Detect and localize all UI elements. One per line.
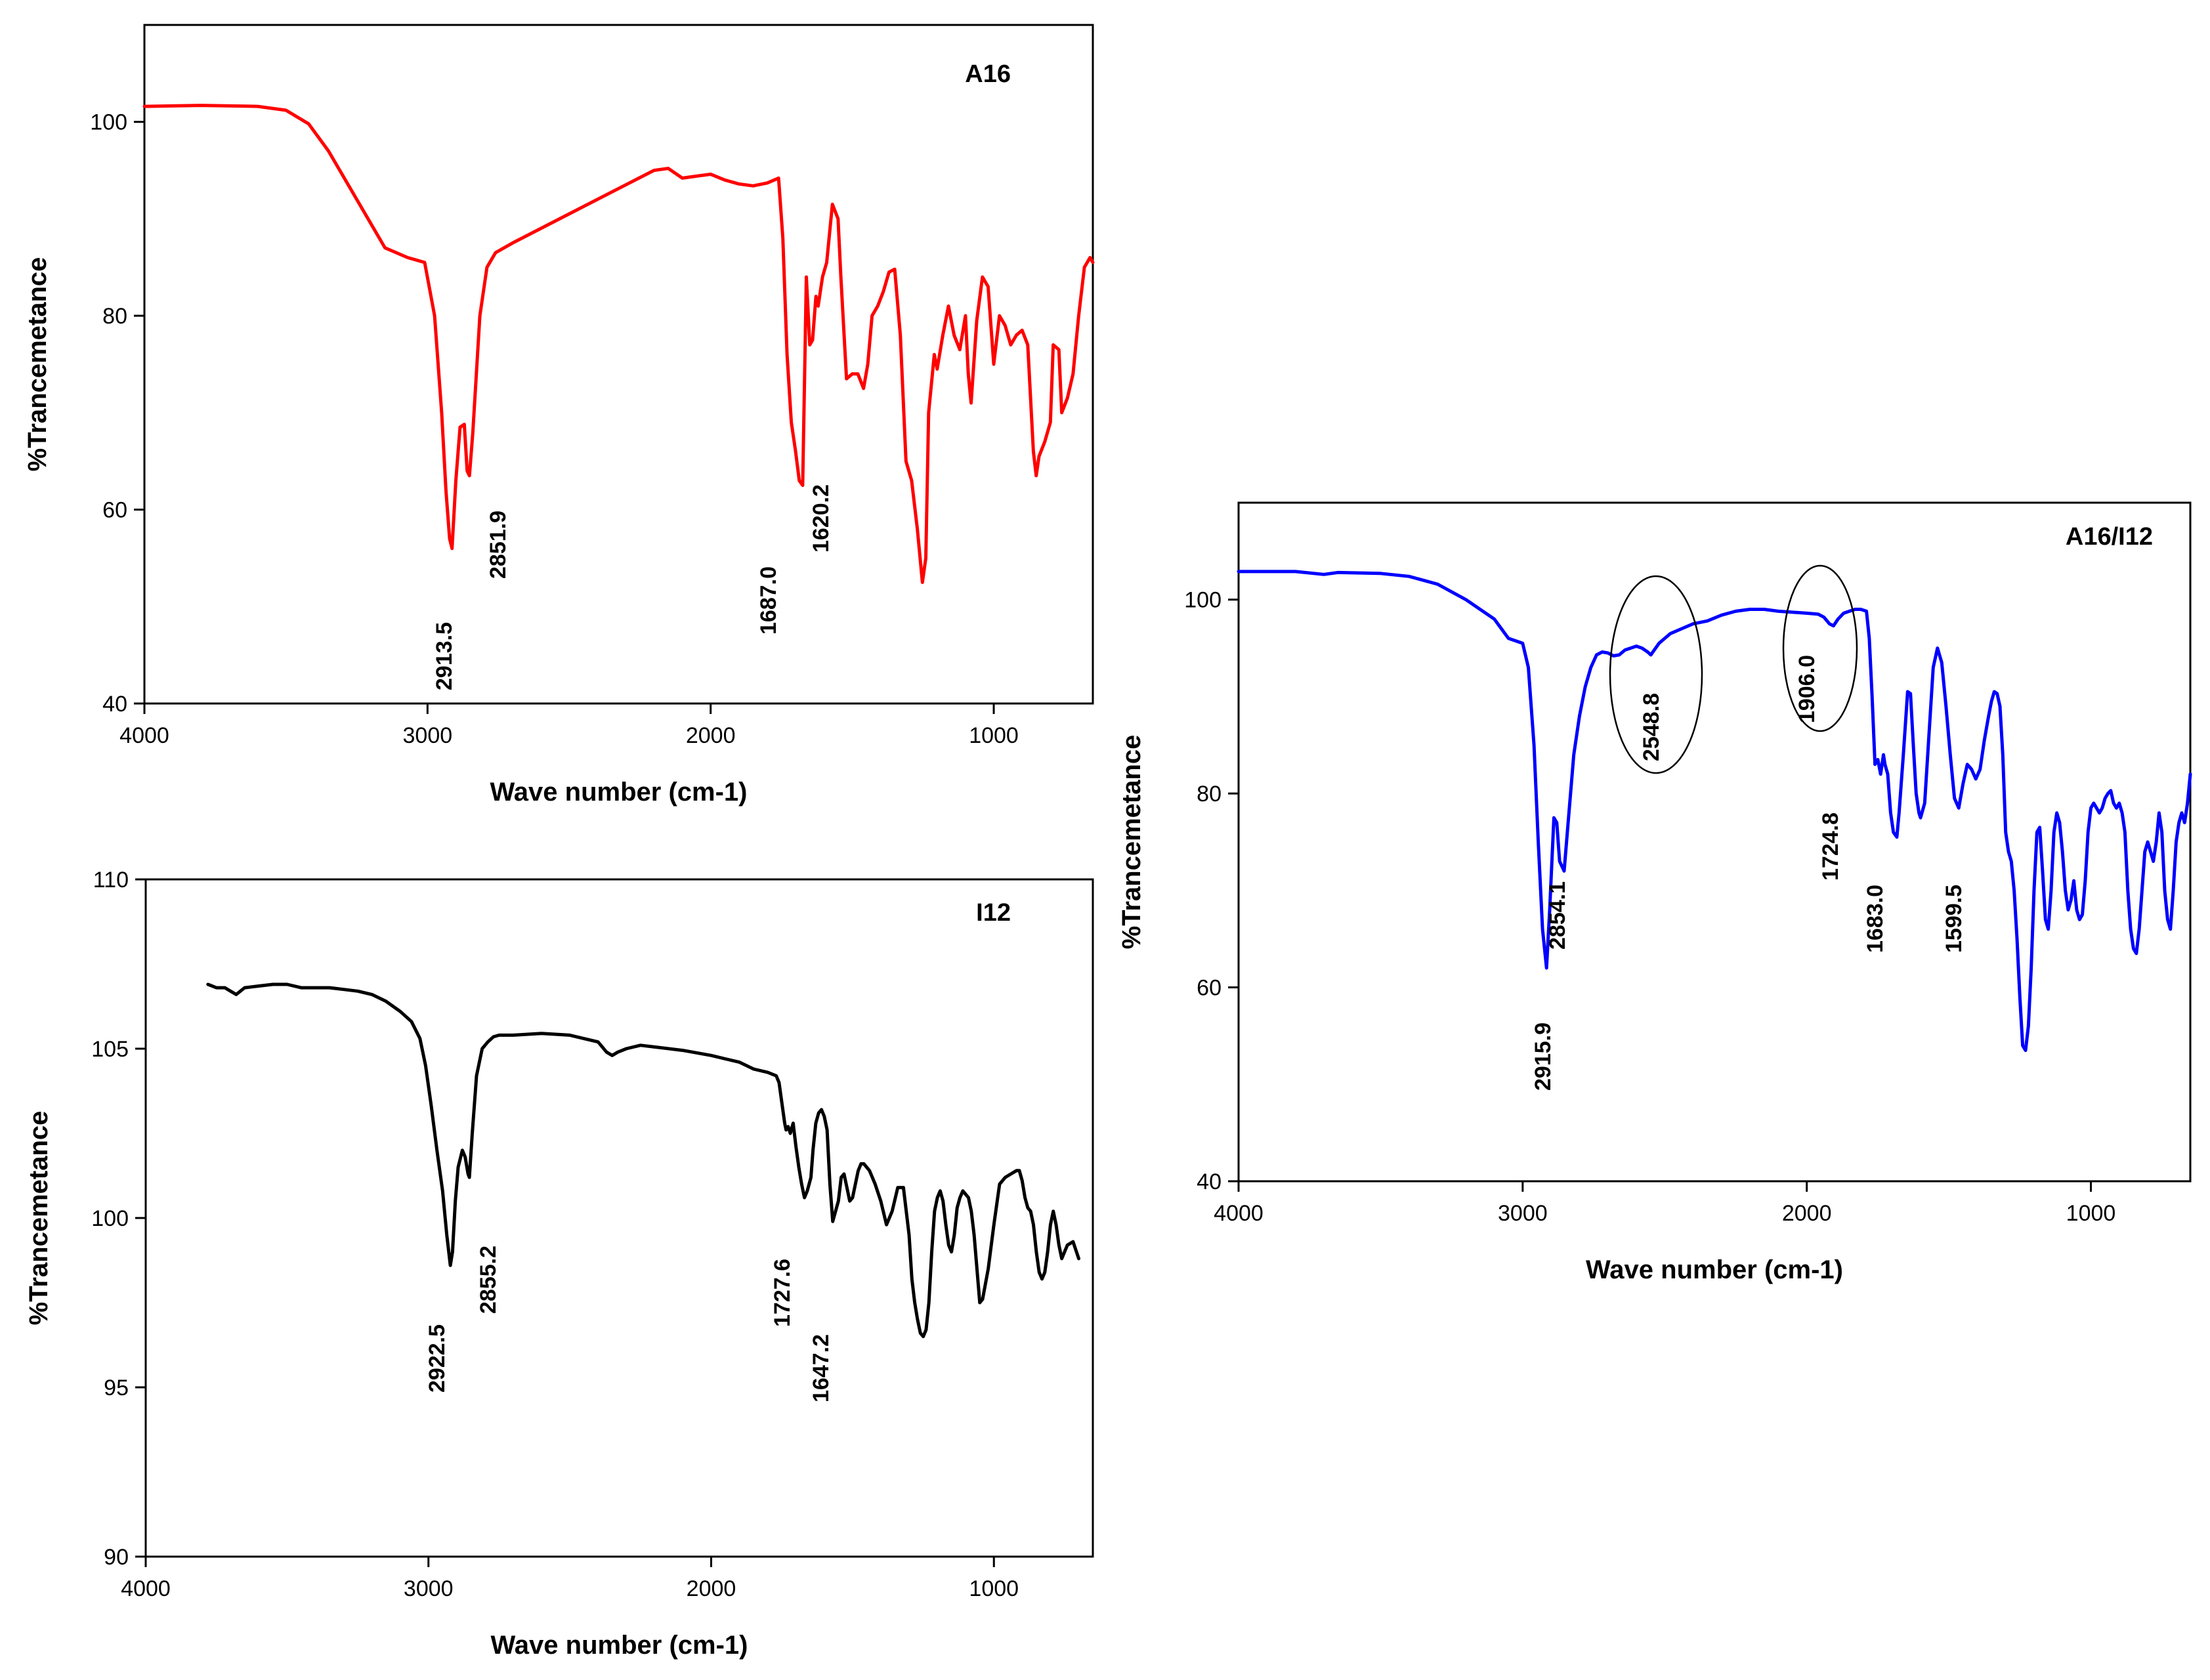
- x-axis-title: Wave number (cm-1): [491, 1631, 748, 1660]
- chart-a16: 40 60 80 100 4000 3000 2000 1000 Wave number (cm…: [23, 24, 1095, 807]
- peak-label: 2922.5: [425, 1324, 450, 1393]
- y-tick-label: 110: [93, 868, 129, 892]
- y-tick-label: 100: [90, 110, 127, 135]
- x-axis-title: Wave number (cm-1): [1586, 1255, 1843, 1284]
- x-tick-label: 2000: [1782, 1201, 1832, 1226]
- spectrum-line: [1237, 570, 2192, 1053]
- x-axis-title: Wave number (cm-1): [490, 778, 748, 807]
- x-tick-label: 3000: [404, 1576, 454, 1601]
- peak-label: 2915.9: [1531, 1022, 1556, 1091]
- panel-title: I12: [976, 899, 1011, 927]
- y-tick-label: 40: [102, 692, 127, 717]
- peak-label: 2913.5: [432, 622, 457, 690]
- chart-a16-i12: 40 60 80 100 4000 3000 2000 1000 Wave number (cm…: [1117, 501, 2192, 1284]
- plot-frame: [143, 24, 1094, 705]
- peak-label: 1620.2: [809, 484, 834, 553]
- panel-title: A16: [965, 60, 1011, 88]
- plot-frame: [1237, 501, 2192, 1183]
- peak-label: 2854.1: [1545, 881, 1570, 950]
- peak-label: 1906.0: [1795, 655, 1819, 723]
- peak-label: 2851.9: [486, 511, 511, 579]
- peak-label: 2548.8: [1639, 693, 1664, 761]
- y-axis-title: %Trancemetance: [1117, 735, 1146, 950]
- y-tick-label: 100: [91, 1206, 129, 1231]
- peak-label: 1687.0: [756, 566, 781, 635]
- x-tick-label: 1000: [2066, 1201, 2116, 1226]
- spectrum-line: [206, 982, 1080, 1339]
- y-tick-label: 105: [91, 1037, 129, 1062]
- y-tick-label: 90: [104, 1545, 129, 1570]
- y-axis-title: %Trancemetance: [24, 1111, 53, 1326]
- x-tick-label: 3000: [1498, 1201, 1548, 1226]
- x-tick-label: 4000: [119, 723, 169, 748]
- peak-label: 1724.8: [1818, 812, 1843, 881]
- x-tick-label: 1000: [969, 1576, 1019, 1601]
- chart-i12: 90 95 100 105 110 4000 3000 2000 1000 Wave number…: [24, 868, 1094, 1660]
- y-tick-label: 95: [104, 1376, 129, 1400]
- peak-highlight-ellipse: [1782, 564, 1858, 732]
- peak-label: 1647.2: [809, 1334, 834, 1402]
- x-tick-label: 2000: [687, 1576, 736, 1601]
- peak-label: 2855.2: [476, 1246, 501, 1314]
- y-tick-label: 60: [102, 498, 127, 523]
- spectrum-line: [142, 104, 1095, 584]
- x-tick-label: 3000: [403, 723, 453, 748]
- peak-label: 1599.5: [1942, 885, 1966, 953]
- y-tick-label: 100: [1184, 588, 1222, 613]
- x-tick-label: 4000: [121, 1576, 171, 1601]
- peak-label: 1683.0: [1863, 885, 1888, 953]
- y-tick-label: 60: [1197, 976, 1222, 1001]
- y-tick-label: 80: [102, 304, 127, 329]
- panel-title: A16/I12: [2066, 523, 2153, 551]
- x-tick-label: 2000: [686, 723, 736, 748]
- peak-highlight-ellipse: [1609, 575, 1703, 774]
- y-tick-label: 80: [1197, 782, 1222, 807]
- x-tick-label: 4000: [1214, 1201, 1264, 1226]
- peak-label: 1727.6: [770, 1259, 795, 1327]
- x-tick-label: 1000: [969, 723, 1019, 748]
- y-tick-label: 40: [1197, 1169, 1222, 1194]
- y-axis-title: %Trancemetance: [23, 257, 52, 472]
